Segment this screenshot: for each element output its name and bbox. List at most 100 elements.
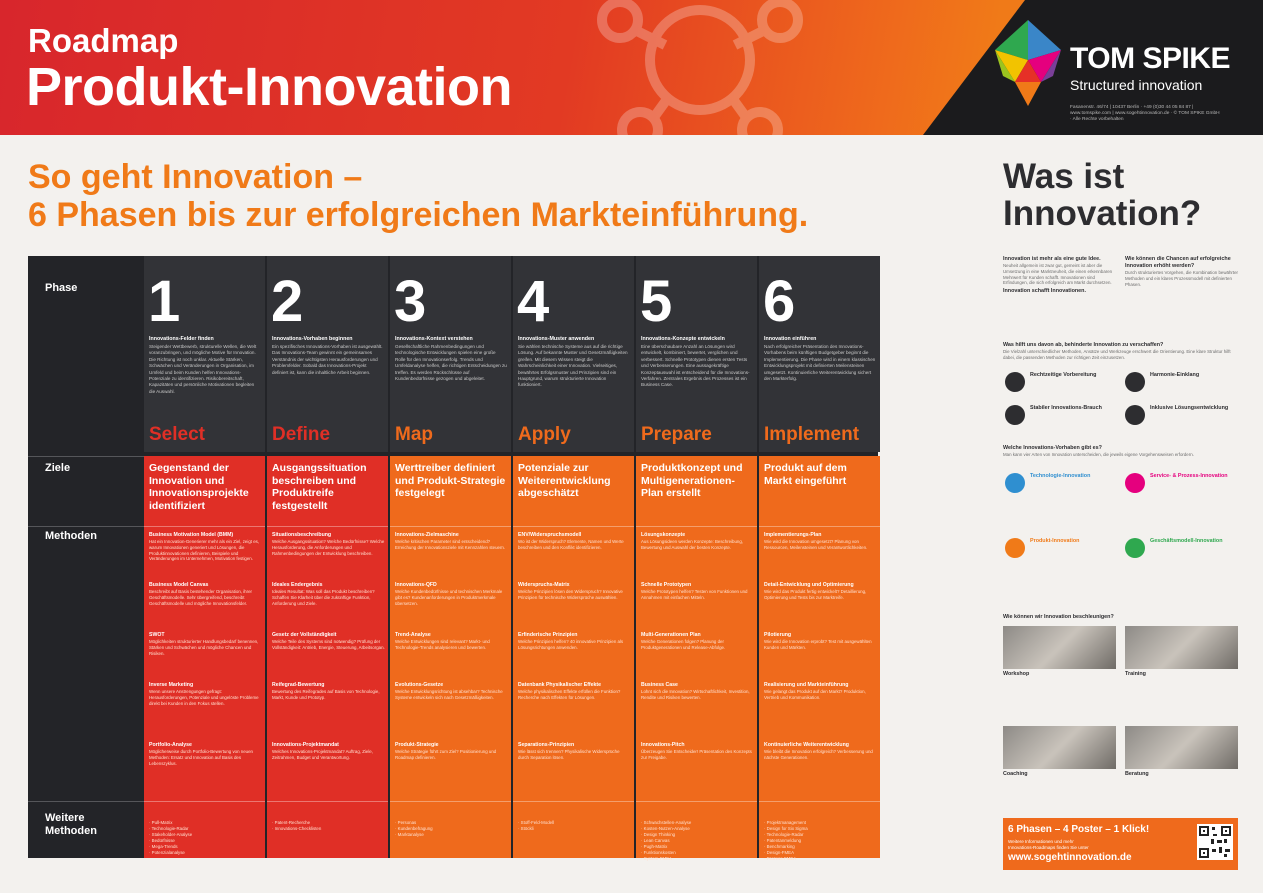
- phase-description: Nach erfolgreicher Präsentation des Inno…: [764, 344, 876, 382]
- method-description: Welche Prinzipien helfen? 40 innovative …: [518, 639, 624, 650]
- headline-line-2: 6 Phasen bis zur erfolgreichen Markteinf…: [28, 196, 809, 234]
- row-label-methoden: Methoden: [45, 530, 97, 542]
- method-title: Widerspruchs-Matrix: [518, 582, 570, 588]
- brand-tagline: Structured innovation: [1070, 77, 1203, 93]
- method-item: Schnelle Prototypen Welche Prototypen he…: [641, 582, 754, 601]
- method-description: Wo ist der Widerspruch? Elemente, Namen …: [518, 539, 624, 550]
- phase-number: 6: [763, 269, 796, 334]
- method-title: Innovations-Pitch: [641, 742, 685, 748]
- method-title: Innovations-QFD: [395, 582, 437, 588]
- method-title: Inverse Marketing: [149, 682, 194, 688]
- row-labels: Phase Ziele Methoden Weitere Methoden: [28, 256, 144, 858]
- phase-column-3: 3 Innovations-Kontext verstehen Gesellsc…: [390, 256, 511, 858]
- method-description: Bewertung des Reifegrades auf Basis von …: [272, 689, 380, 700]
- section-heading: Wie können die Chancen auf erfolgreiche …: [1125, 256, 1231, 269]
- method-description: Wie lässt sich trennen? Physikalische Wi…: [518, 749, 620, 760]
- method-title: ENV/Widerspruchsmodell: [518, 532, 582, 538]
- phase-keyword: Apply: [518, 424, 571, 445]
- method-item: Gesetz der Vollständigkeit Welche Teile …: [272, 632, 385, 651]
- phase-description: Steigender Wettbewerb, strukturelle Well…: [149, 344, 257, 394]
- phase-number: 1: [148, 269, 181, 334]
- method-item: Portfolio-Analyse Möglicherweise durch P…: [149, 742, 262, 766]
- section-heading: Innovation ist mehr als eine gute Idee.: [1003, 256, 1101, 262]
- method-title: Datenbank Physikalischer Effekte: [518, 682, 602, 688]
- divider: [267, 526, 388, 527]
- method-item: Separations-Prinzipien Wie lässt sich tr…: [518, 742, 631, 761]
- method-item: Innovations-Zielmaschine Welche kritisch…: [395, 532, 508, 551]
- phase-keyword: Select: [149, 424, 205, 445]
- method-description: Welche Ausgangssituation? Welche Bedürfn…: [272, 539, 385, 556]
- further-methods: · Stoff-Feld-Modell · Stöckli: [518, 820, 555, 831]
- phase-title: Innovations-Felder finden: [149, 336, 214, 342]
- phase-column-1: 1 Innovations-Felder finden Steigender W…: [144, 256, 265, 858]
- section-beschleunigen: Wie können wir Innovation beschleunigen?: [1003, 614, 1114, 620]
- method-description: Welche Prototypen helfen? Testen von Fun…: [641, 589, 748, 600]
- sidebar-title: Was ist Innovation?: [1003, 158, 1201, 232]
- section-text: Man kann vier Arten von Innovation unter…: [1003, 452, 1194, 457]
- divider: [267, 801, 388, 802]
- method-title: Implementierungs-Plan: [764, 532, 822, 538]
- method-item: Situationsbeschreibung Welche Ausgangssi…: [272, 532, 385, 556]
- method-title: Reifegrad-Bewertung: [272, 682, 325, 688]
- footer-text-line-1: Weitere Informationen und mehr: [1008, 839, 1074, 844]
- method-title: Evolutions-Gesetze: [395, 682, 444, 688]
- phase-description: Eine überschaubare Anzahl an Lösungen wi…: [641, 344, 750, 388]
- method-description: Welche Strategie führt zum Ziel? Positio…: [395, 749, 497, 760]
- footer-url-link[interactable]: www.sogehtinnovation.de: [1008, 852, 1132, 863]
- method-item: Innovations-Pitch Überzeugen Sie Entsche…: [641, 742, 754, 761]
- workshop-photo: [1003, 626, 1116, 669]
- brand-name: TOM SPIKE: [1070, 42, 1230, 75]
- divider: [390, 526, 511, 527]
- method-description: Wie wird die Innovation erprobt? Test mi…: [764, 639, 872, 650]
- phase-title: Innovation einführen: [764, 336, 817, 342]
- row-label-ziele: Ziele: [45, 462, 71, 474]
- sidebar-title-line-1: Was ist: [1003, 157, 1125, 196]
- phase-keyword: Map: [395, 424, 433, 445]
- section-highlight: Innovation schafft Innovationen.: [1003, 288, 1086, 295]
- inclusion-icon: [1125, 405, 1145, 425]
- phase-goal: Produkt auf dem Markt eingeführt: [764, 462, 847, 487]
- divider: [144, 526, 265, 527]
- footer-text-line-2: Innovations-Roadmaps finden Sie unter: [1008, 845, 1089, 850]
- method-title: Business Model Canvas: [149, 582, 209, 588]
- phase-number: 5: [640, 269, 673, 334]
- method-title: Erfinderische Prinzipien: [518, 632, 578, 638]
- divider: [636, 801, 757, 802]
- phase-goal: Werttreiber definiert und Produkt-Strate…: [395, 462, 506, 500]
- phase-body: Potenziale zur Weiterentwicklung abgesch…: [513, 456, 634, 858]
- phase-description: Gesellschaftliche Rahmenbedingungen und …: [395, 344, 507, 382]
- method-description: Beschreibt auf Basis bestehender Organis…: [149, 589, 252, 606]
- phase-goal: Produktkonzept und Multigenerationen-Pla…: [641, 462, 743, 500]
- method-title: Kontinuierliche Weiterentwicklung: [764, 742, 849, 748]
- phase-body: Gegenstand der Innovation und Innovation…: [144, 456, 265, 858]
- method-title: SWOT: [149, 632, 165, 638]
- caption-training: Training: [1125, 671, 1146, 677]
- method-title: Schnelle Prototypen: [641, 582, 692, 588]
- kind-service: Service- & Prozess-Innovation: [1150, 473, 1228, 479]
- service-icon: [1125, 473, 1145, 493]
- section-chancen: Wie können die Chancen auf erfolgreiche …: [1125, 256, 1238, 287]
- method-description: Welche Teile des Systems sind notwendig?…: [272, 639, 385, 650]
- section-heading: Welche Innovations-Vorhaben gibt es?: [1003, 445, 1102, 451]
- kind-geschaeftsmodell: Geschäftsmodell-Innovation: [1150, 538, 1223, 544]
- phase-body: Ausgangssituation beschreiben und Produk…: [267, 456, 388, 858]
- phase-body: Werttreiber definiert und Produkt-Strate…: [390, 456, 511, 858]
- method-description: Ideales Resultat: Was soll das Produkt b…: [272, 589, 375, 606]
- method-title: Lösungskonzepte: [641, 532, 686, 538]
- method-item: Implementierungs-Plan Wie wird die Innov…: [764, 532, 877, 551]
- method-title: Trend-Analyse: [395, 632, 431, 638]
- header-banner: Roadmap Produkt-Innovation TOM SPIKE Str…: [0, 0, 1263, 135]
- section-hindernisse: Was hilft uns davon ab, behinderte Innov…: [1003, 342, 1238, 361]
- method-description: Welches Innovations-Projektmandat? Auftr…: [272, 749, 373, 760]
- method-item: Business Model Canvas Beschreibt auf Bas…: [149, 582, 262, 606]
- method-description: Aus Lösungsideen werden Konzepte: Beschr…: [641, 539, 744, 550]
- method-title: Innovations-Zielmaschine: [395, 532, 459, 538]
- caption-workshop: Workshop: [1003, 671, 1030, 677]
- row-divider: [28, 456, 144, 457]
- row-divider: [28, 801, 144, 802]
- phase-title: Innovations-Konzepte entwickeln: [641, 336, 725, 342]
- method-item: Produkt-Strategie Welche Strategie führt…: [395, 742, 508, 761]
- method-item: Lösungskonzepte Aus Lösungsideen werden …: [641, 532, 754, 551]
- page-title: Produkt-Innovation: [26, 57, 512, 117]
- method-item: Erfinderische Prinzipien Welche Prinzipi…: [518, 632, 631, 651]
